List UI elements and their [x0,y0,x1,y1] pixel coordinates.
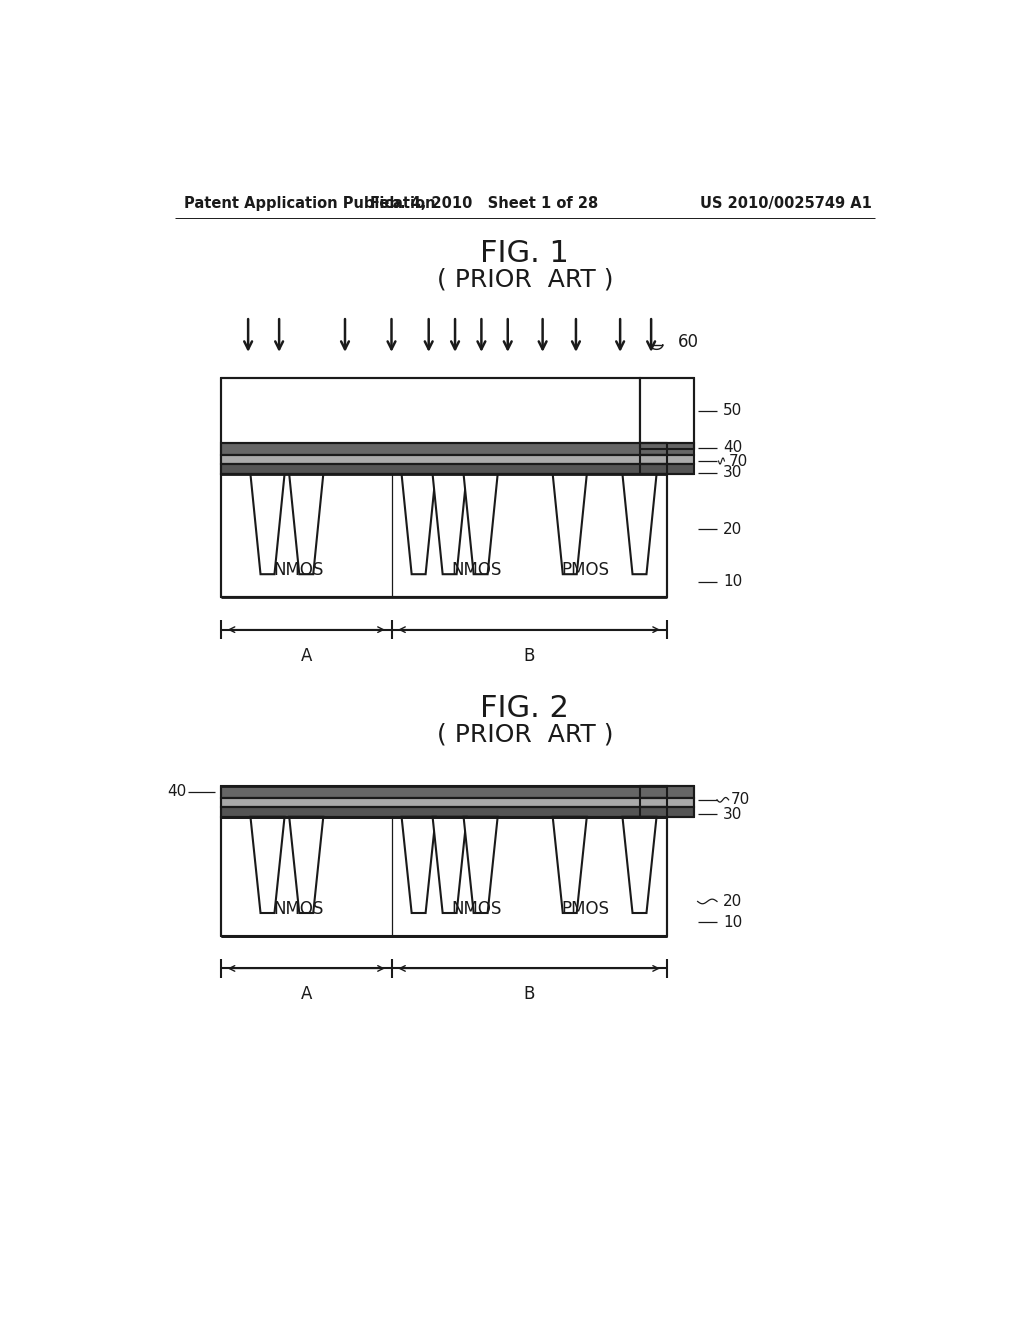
Text: FIG. 1: FIG. 1 [480,239,569,268]
Polygon shape [464,474,498,574]
Text: Patent Application Publication: Patent Application Publication [183,195,435,211]
Polygon shape [432,474,467,574]
Text: Feb. 4, 2010   Sheet 1 of 28: Feb. 4, 2010 Sheet 1 of 28 [371,195,599,211]
Text: 70: 70 [731,792,751,808]
Polygon shape [251,817,285,913]
Bar [221,807,667,817]
Text: US 2010/0025749 A1: US 2010/0025749 A1 [700,195,872,211]
Bar [640,465,693,474]
Polygon shape [401,817,435,913]
Text: 70: 70 [729,454,748,469]
Text: FIG. 2: FIG. 2 [480,693,569,722]
Polygon shape [289,474,324,574]
Polygon shape [623,474,656,574]
Polygon shape [251,474,285,574]
Text: ( PRIOR  ART ): ( PRIOR ART ) [436,722,613,746]
Text: 40: 40 [723,440,742,455]
Polygon shape [623,817,656,913]
Bar [221,455,667,465]
Polygon shape [553,817,587,913]
Polygon shape [289,817,324,913]
Bar [221,797,667,807]
Text: 40: 40 [167,784,186,799]
Text: 30: 30 [723,807,742,822]
Bar [640,455,693,465]
Text: A: A [301,647,312,664]
Polygon shape [464,817,498,913]
Bar [640,378,693,449]
Text: PMOS: PMOS [561,561,609,579]
Text: NMOS: NMOS [452,561,502,579]
Text: 20: 20 [723,894,742,909]
Text: B: B [523,985,535,1003]
Bar [640,797,693,807]
Text: 20: 20 [723,521,742,537]
Text: B: B [523,647,535,664]
Text: 30: 30 [723,465,742,480]
Bar [221,817,667,936]
Text: 10: 10 [723,915,742,929]
Text: 50: 50 [723,403,742,418]
Bar [221,378,640,474]
Bar [221,444,667,455]
Polygon shape [553,474,587,574]
Bar [221,474,667,598]
Bar [221,465,667,474]
Text: ( PRIOR  ART ): ( PRIOR ART ) [436,268,613,292]
Bar [640,444,693,455]
Polygon shape [401,474,435,574]
Bar [640,785,693,797]
Bar [640,807,693,817]
Text: A: A [301,985,312,1003]
Text: 60: 60 [678,333,699,351]
Text: PMOS: PMOS [561,900,609,919]
Text: NMOS: NMOS [273,900,324,919]
Bar [221,785,667,797]
Text: NMOS: NMOS [273,561,324,579]
Polygon shape [432,817,467,913]
Text: 10: 10 [723,574,742,590]
Text: NMOS: NMOS [452,900,502,919]
